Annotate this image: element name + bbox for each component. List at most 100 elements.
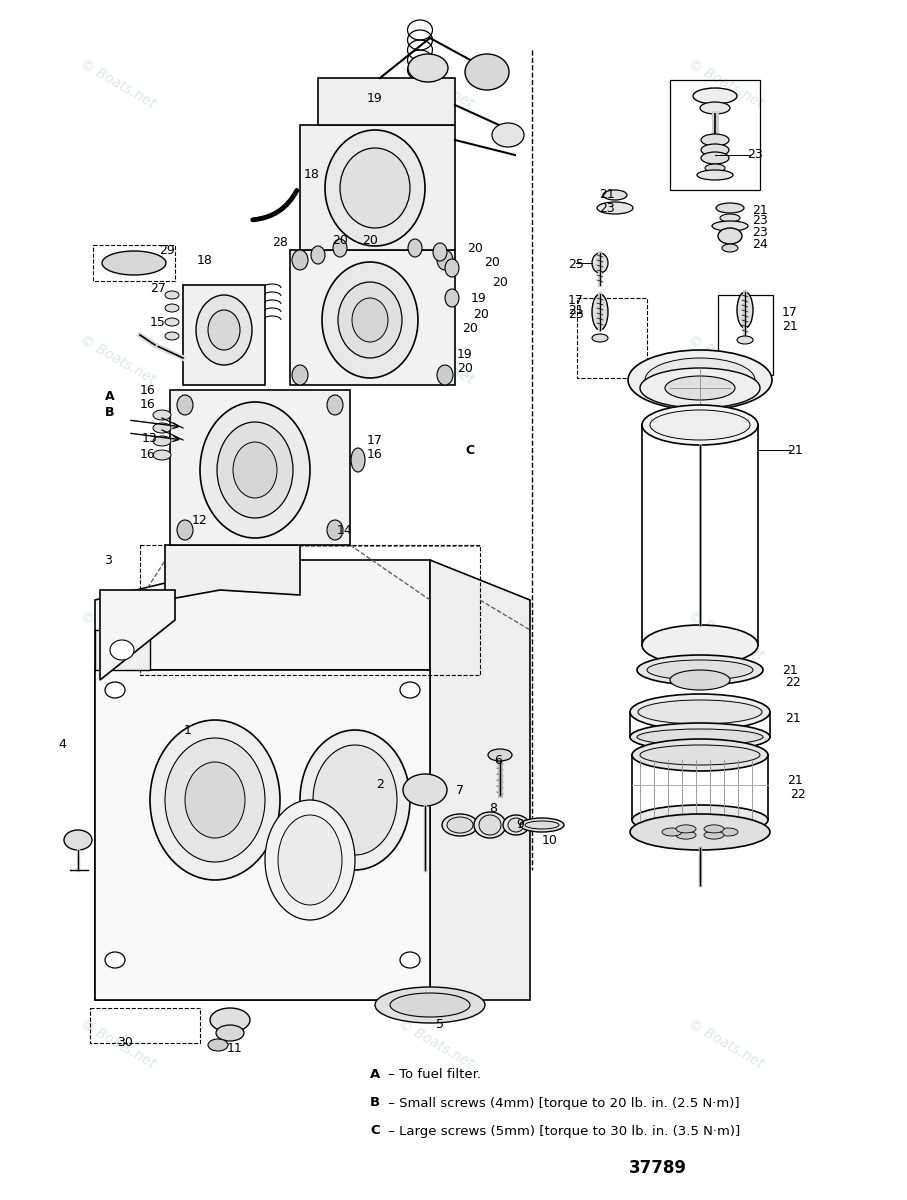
Text: C: C bbox=[465, 444, 474, 456]
Ellipse shape bbox=[300, 730, 410, 870]
Ellipse shape bbox=[153, 410, 171, 420]
Ellipse shape bbox=[177, 520, 193, 540]
Ellipse shape bbox=[705, 164, 725, 172]
Text: 3: 3 bbox=[104, 553, 112, 566]
Ellipse shape bbox=[208, 1039, 228, 1051]
Polygon shape bbox=[100, 590, 175, 680]
Ellipse shape bbox=[662, 828, 682, 836]
Ellipse shape bbox=[670, 670, 730, 690]
Text: 20: 20 bbox=[332, 234, 348, 246]
Text: 8: 8 bbox=[489, 802, 497, 815]
Ellipse shape bbox=[632, 805, 768, 835]
Ellipse shape bbox=[165, 318, 179, 326]
Text: A: A bbox=[105, 390, 115, 403]
Text: 20: 20 bbox=[362, 234, 378, 246]
Text: 25: 25 bbox=[568, 258, 584, 271]
Ellipse shape bbox=[352, 298, 388, 342]
Ellipse shape bbox=[196, 295, 252, 365]
Ellipse shape bbox=[150, 720, 280, 880]
Ellipse shape bbox=[313, 745, 397, 854]
Ellipse shape bbox=[265, 800, 355, 920]
Ellipse shape bbox=[200, 402, 310, 538]
Ellipse shape bbox=[630, 722, 770, 751]
Text: B: B bbox=[105, 407, 115, 420]
Ellipse shape bbox=[592, 253, 608, 272]
Ellipse shape bbox=[445, 259, 459, 277]
Ellipse shape bbox=[492, 122, 524, 146]
Ellipse shape bbox=[697, 170, 733, 180]
Ellipse shape bbox=[442, 814, 478, 836]
Ellipse shape bbox=[465, 54, 509, 90]
Ellipse shape bbox=[700, 102, 730, 114]
Text: 1: 1 bbox=[184, 724, 192, 737]
Bar bbox=[95, 630, 150, 670]
Ellipse shape bbox=[400, 952, 420, 968]
Text: 19: 19 bbox=[367, 91, 383, 104]
Polygon shape bbox=[300, 125, 455, 250]
Text: 23: 23 bbox=[747, 149, 763, 162]
Ellipse shape bbox=[737, 292, 753, 328]
Text: 30: 30 bbox=[117, 1036, 133, 1049]
Text: 11: 11 bbox=[227, 1042, 243, 1055]
Text: © Boats.net: © Boats.net bbox=[686, 1016, 766, 1072]
Ellipse shape bbox=[64, 830, 92, 850]
Ellipse shape bbox=[333, 239, 347, 257]
Ellipse shape bbox=[105, 682, 125, 698]
Ellipse shape bbox=[447, 817, 473, 833]
Ellipse shape bbox=[153, 422, 171, 433]
Text: 2: 2 bbox=[376, 779, 384, 792]
Text: 22: 22 bbox=[785, 677, 801, 690]
Text: 20: 20 bbox=[467, 241, 483, 254]
Text: © Boats.net: © Boats.net bbox=[395, 1016, 475, 1072]
Ellipse shape bbox=[645, 358, 755, 402]
Text: 15: 15 bbox=[150, 316, 166, 329]
Ellipse shape bbox=[165, 304, 179, 312]
Ellipse shape bbox=[597, 202, 633, 214]
Ellipse shape bbox=[718, 828, 738, 836]
Text: 14: 14 bbox=[337, 523, 353, 536]
Text: C: C bbox=[370, 1124, 380, 1138]
Ellipse shape bbox=[479, 815, 501, 835]
Bar bbox=[90, 1008, 200, 1043]
Text: © Boats.net: © Boats.net bbox=[395, 56, 475, 112]
Ellipse shape bbox=[292, 250, 308, 270]
Text: 28: 28 bbox=[272, 235, 288, 248]
Ellipse shape bbox=[437, 250, 453, 270]
Text: 21: 21 bbox=[752, 204, 768, 216]
Text: 16: 16 bbox=[367, 449, 383, 462]
Ellipse shape bbox=[637, 655, 763, 685]
Text: 16: 16 bbox=[140, 397, 156, 410]
Ellipse shape bbox=[650, 410, 750, 440]
Ellipse shape bbox=[390, 994, 470, 1018]
Ellipse shape bbox=[165, 332, 179, 340]
Text: 21: 21 bbox=[600, 188, 615, 202]
Text: B: B bbox=[370, 1097, 380, 1110]
Ellipse shape bbox=[340, 148, 410, 228]
Ellipse shape bbox=[637, 728, 763, 745]
Ellipse shape bbox=[338, 282, 402, 358]
Text: 10: 10 bbox=[542, 834, 558, 846]
Ellipse shape bbox=[722, 244, 738, 252]
Polygon shape bbox=[183, 284, 265, 385]
Text: 21: 21 bbox=[787, 774, 803, 786]
Ellipse shape bbox=[647, 660, 753, 680]
Ellipse shape bbox=[676, 832, 696, 839]
Ellipse shape bbox=[351, 448, 365, 472]
Ellipse shape bbox=[110, 640, 134, 660]
Ellipse shape bbox=[630, 694, 770, 730]
Ellipse shape bbox=[208, 310, 240, 350]
FancyArrowPatch shape bbox=[253, 191, 297, 220]
Text: 29: 29 bbox=[159, 244, 175, 257]
Ellipse shape bbox=[153, 436, 171, 446]
Ellipse shape bbox=[488, 749, 512, 761]
Ellipse shape bbox=[508, 818, 524, 832]
Text: © Boats.net: © Boats.net bbox=[395, 332, 475, 388]
Ellipse shape bbox=[403, 774, 447, 806]
Ellipse shape bbox=[592, 334, 608, 342]
Ellipse shape bbox=[718, 228, 742, 244]
Ellipse shape bbox=[701, 144, 729, 156]
Bar bbox=[93, 245, 175, 281]
Ellipse shape bbox=[642, 625, 758, 665]
Text: A: A bbox=[370, 1068, 380, 1081]
Text: 24: 24 bbox=[752, 238, 768, 251]
